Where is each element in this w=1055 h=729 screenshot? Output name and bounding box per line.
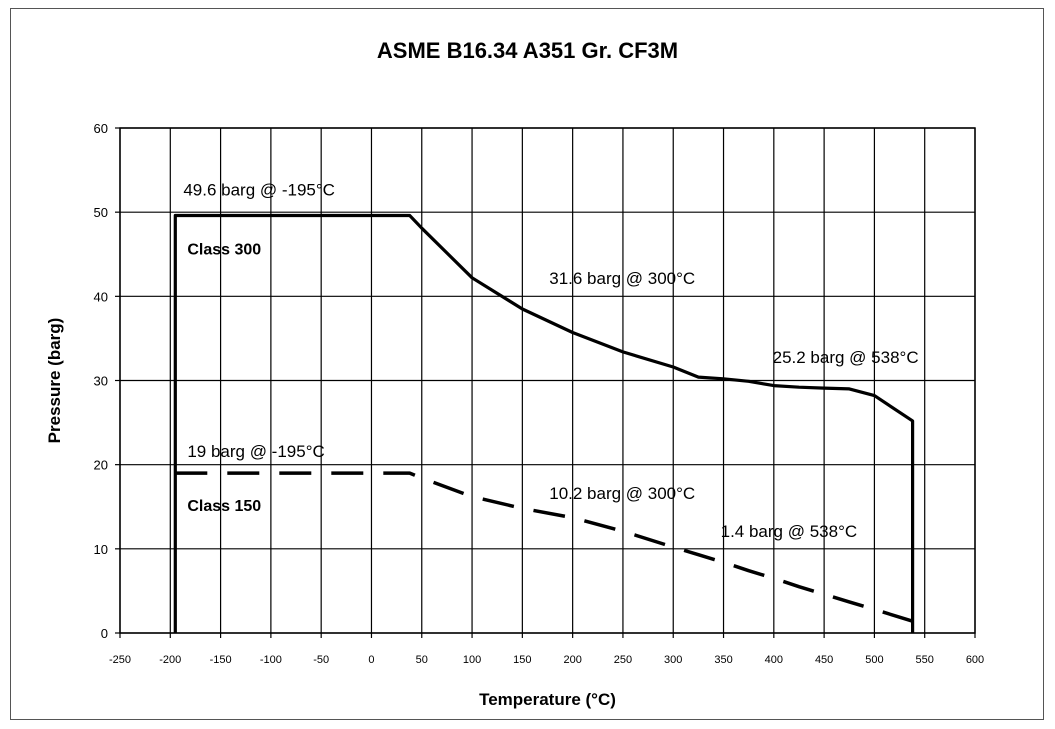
chart-title: ASME B16.34 A351 Gr. CF3M — [376, 38, 679, 63]
series-line-class-300 — [173, 213, 915, 633]
x-tick-label: 300 — [664, 654, 682, 666]
annotation-label: 31.6 barg @ 300°C — [549, 269, 695, 288]
series-line-class-150 — [175, 471, 914, 623]
x-axis-label: Temperature (°C) — [479, 690, 616, 709]
y-tick-label: 50 — [94, 205, 108, 220]
y-tick-label: 0 — [101, 626, 108, 641]
x-tick-label: 150 — [513, 654, 531, 666]
y-tick-label: 40 — [94, 289, 108, 304]
y-tick-label: 20 — [94, 458, 108, 473]
annotation-label: 10.2 barg @ 300°C — [549, 484, 695, 503]
annotation-label: 25.2 barg @ 538°C — [773, 348, 919, 367]
x-tick-label: 450 — [815, 654, 833, 666]
x-tick-label: 600 — [966, 654, 984, 666]
x-tick-label: 0 — [368, 654, 374, 666]
y-tick-label: 30 — [94, 374, 108, 389]
x-tick-label: 500 — [865, 654, 883, 666]
x-tick-label: 100 — [463, 654, 481, 666]
x-tick-label: 550 — [916, 654, 934, 666]
chart-frame — [10, 8, 1044, 720]
x-tick-label: 400 — [765, 654, 783, 666]
x-tick-label: -250 — [109, 654, 131, 666]
annotation-label: 19 barg @ -195°C — [187, 442, 324, 461]
x-tick-label: -50 — [313, 654, 329, 666]
annotation-label: Class 300 — [187, 242, 261, 259]
annotation-label: 49.6 barg @ -195°C — [183, 181, 335, 200]
y-tick-label: 10 — [94, 542, 108, 557]
x-tick-label: -200 — [159, 654, 181, 666]
y-axis-label: Pressure (barg) — [45, 318, 64, 444]
x-tick-label: 50 — [416, 654, 428, 666]
x-tick-label: -150 — [210, 654, 232, 666]
annotation-label: Class 150 — [187, 498, 261, 515]
x-tick-label: 350 — [714, 654, 732, 666]
x-tick-label: 250 — [614, 654, 632, 666]
y-tick-label: 60 — [94, 121, 108, 136]
x-tick-label: 200 — [563, 654, 581, 666]
annotation-label: 1.4 barg @ 538°C — [721, 522, 858, 541]
x-tick-label: -100 — [260, 654, 282, 666]
